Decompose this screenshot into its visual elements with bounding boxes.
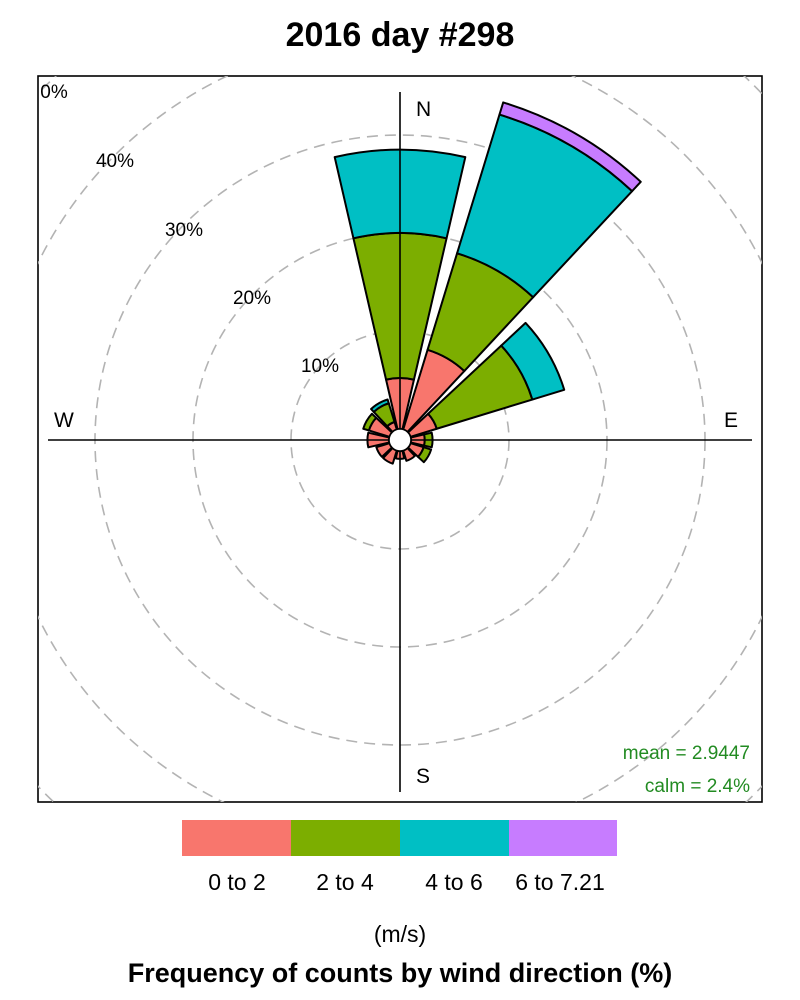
legend-swatch-4-6 (400, 820, 509, 856)
speed-legend: 0 to 2 2 to 4 4 to 6 6 to 7.21 (182, 820, 617, 895)
ring-label-10: 10% (301, 356, 339, 377)
legend-label-4-6: 4 to 6 (425, 869, 483, 895)
ring-label-40: 40% (96, 151, 134, 172)
wind-sector-segment (498, 101, 642, 193)
direction-label-west: W (54, 409, 74, 432)
direction-label-north: N (416, 98, 431, 121)
legend-swatch-6-7 (509, 820, 617, 856)
ring-label-50: 0% (40, 82, 68, 103)
direction-label-east: E (724, 409, 738, 432)
legend-swatch-2-4 (291, 820, 400, 856)
ring-label-30: 30% (165, 220, 203, 241)
mean-speed-label: mean = 2.9447 (623, 743, 750, 764)
wind-sector-segment (500, 321, 566, 401)
ring-label-20: 20% (233, 288, 271, 309)
wind-sector-segment (417, 446, 433, 464)
chart-caption: Frequency of counts by wind direction (%… (128, 958, 673, 988)
wind-sector-segment (370, 398, 390, 413)
legend-swatch-0-2 (182, 820, 291, 856)
compass-axes (48, 92, 752, 792)
legend-label-0-2: 0 to 2 (208, 869, 266, 895)
units-label: (m/s) (374, 921, 426, 947)
chart-title: 2016 day #298 (286, 16, 515, 54)
calm-percent-label: calm = 2.4% (645, 776, 750, 797)
legend-label-2-4: 2 to 4 (316, 869, 374, 895)
legend-label-6-7: 6 to 7.21 (515, 869, 605, 895)
direction-label-south: S (416, 765, 430, 788)
calm-circle (388, 428, 412, 452)
wind-sector-segment (362, 412, 378, 432)
